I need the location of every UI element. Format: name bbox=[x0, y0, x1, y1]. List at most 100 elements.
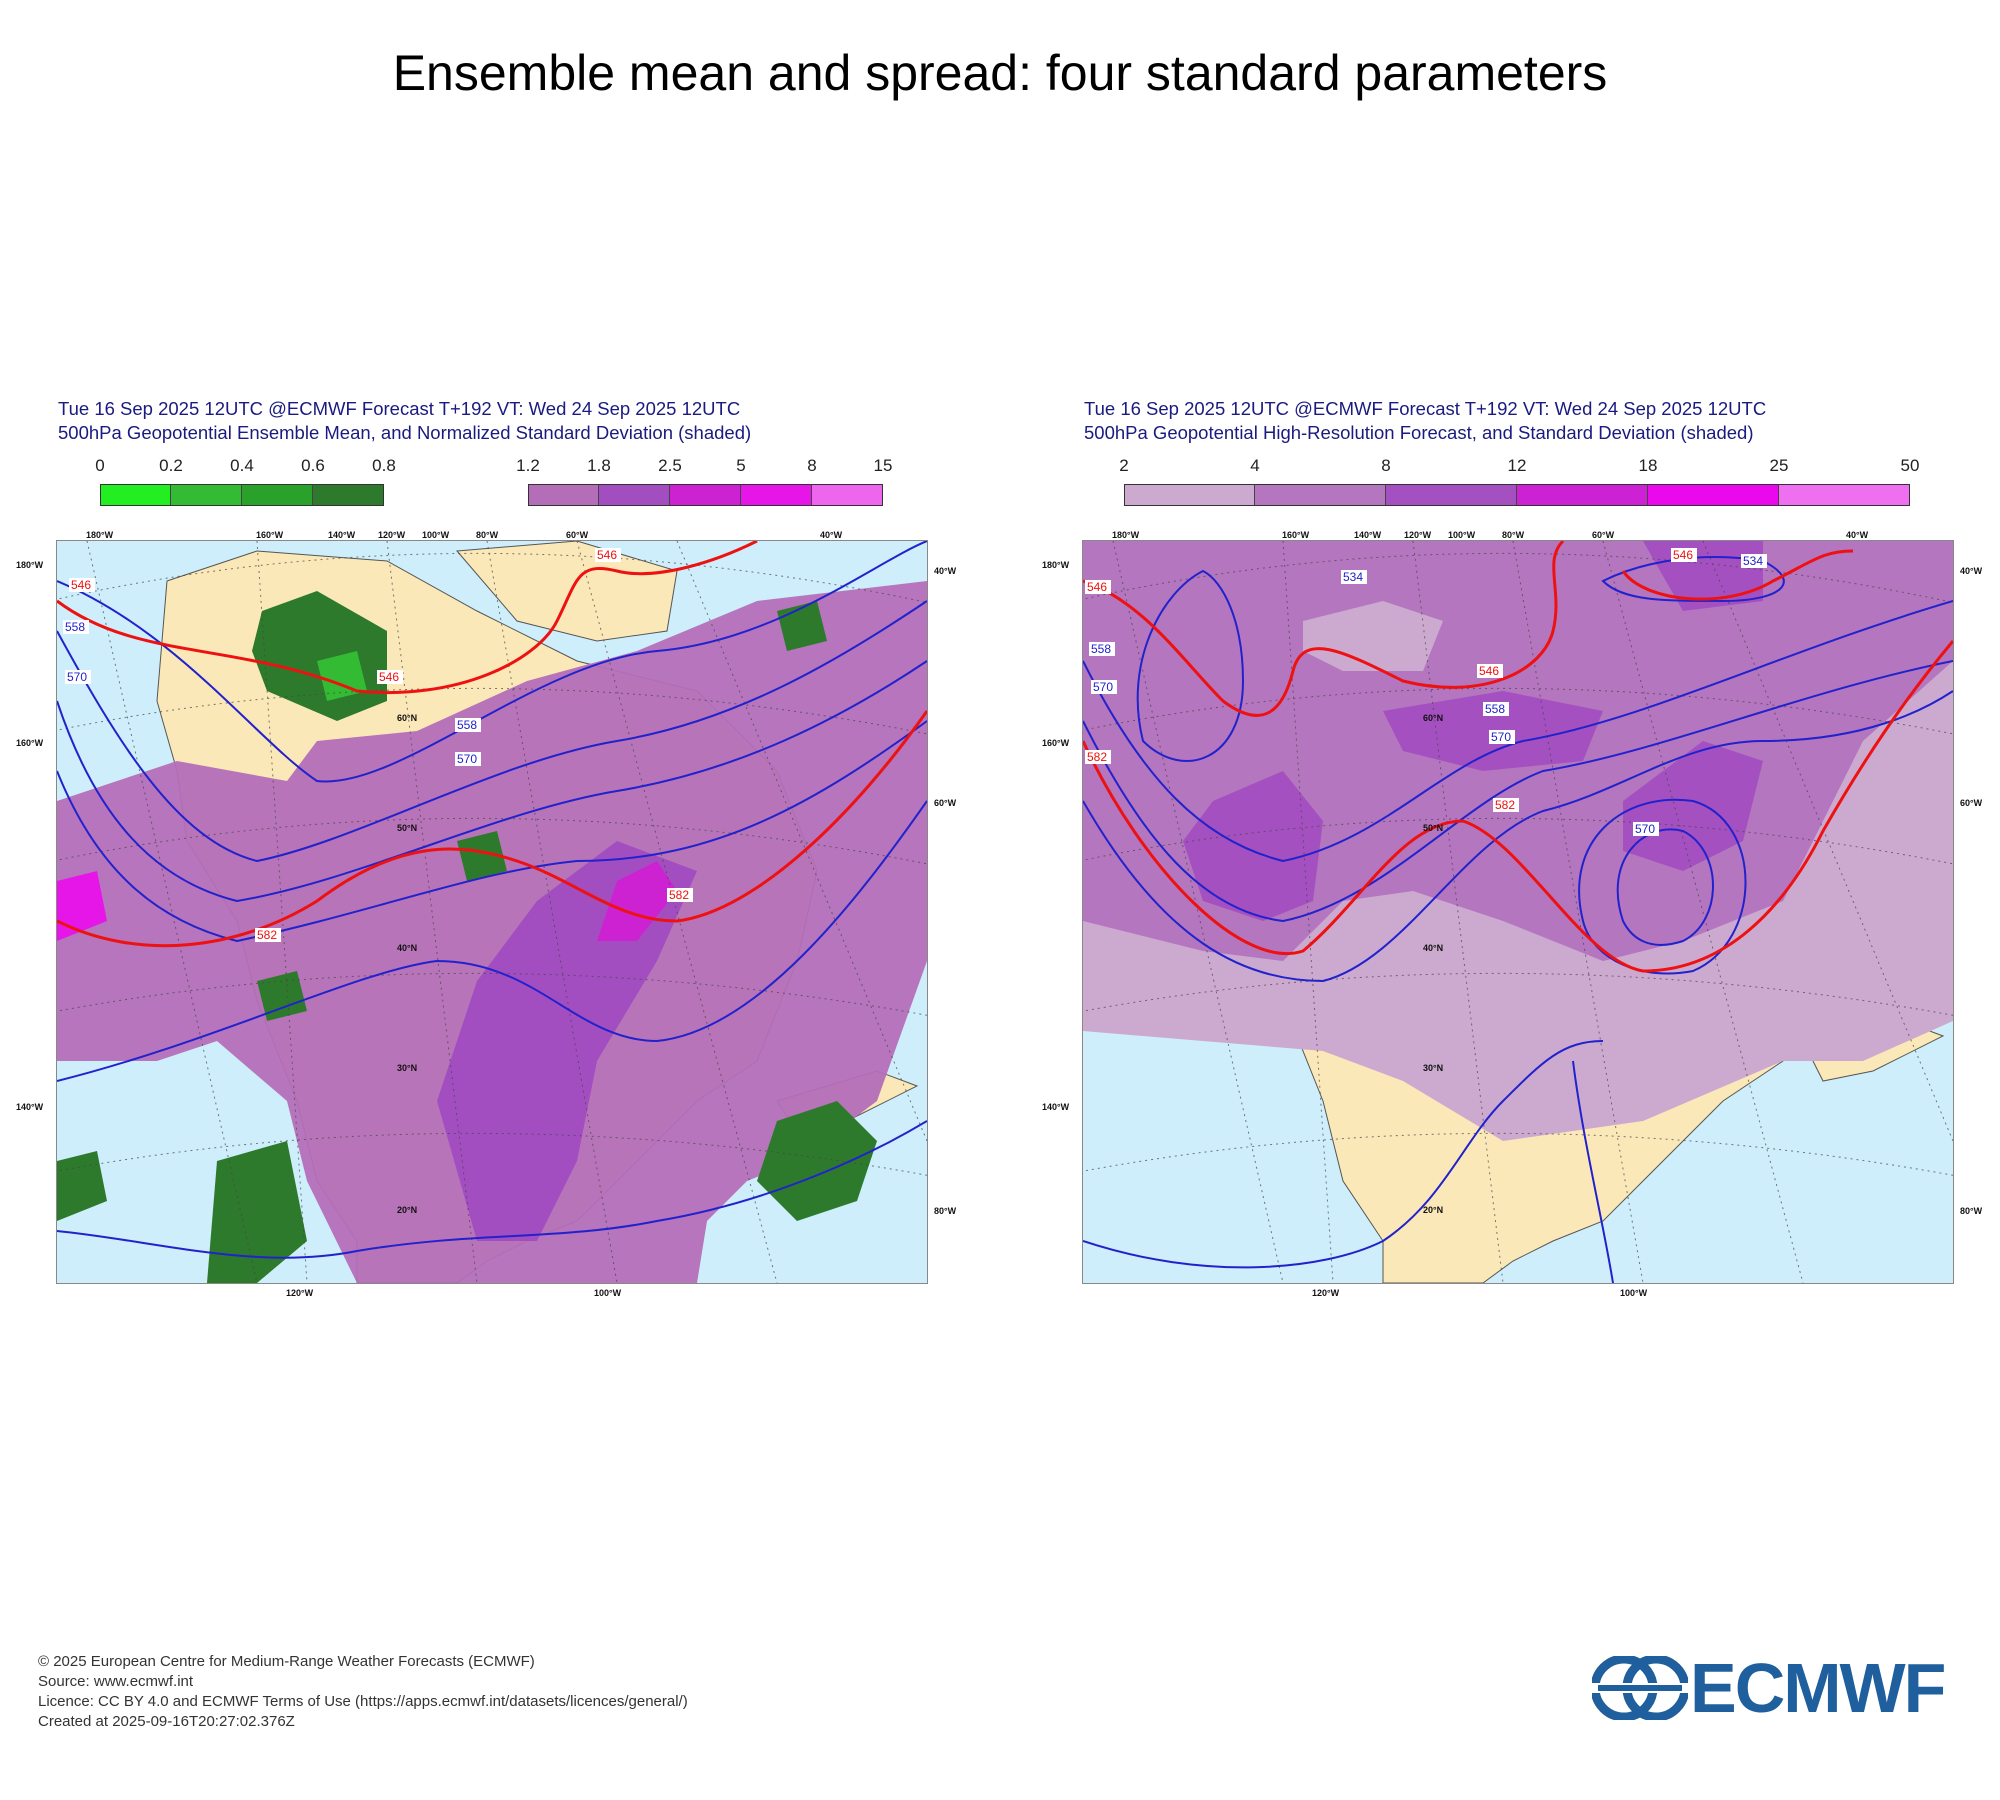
colorbar-tick: 5 bbox=[736, 456, 746, 475]
ecmwf-logo-icon bbox=[1592, 1656, 1688, 1720]
colorbar-tick: 8 bbox=[807, 456, 817, 475]
contour-label: 534 bbox=[1341, 570, 1367, 584]
contour-label: 582 bbox=[1493, 798, 1519, 812]
svg-text:558: 558 bbox=[1485, 702, 1505, 716]
lon-label: 60°W bbox=[566, 530, 589, 540]
contour-label: 558 bbox=[455, 718, 481, 732]
ecmwf-logo-text: ECMWF bbox=[1690, 1649, 1946, 1727]
colorbar-tick: 0.2 bbox=[159, 456, 183, 475]
panel-title-line2: 500hPa Geopotential Ensemble Mean, and N… bbox=[58, 422, 752, 443]
colorbar-tick: 1.2 bbox=[516, 456, 540, 475]
svg-text:570: 570 bbox=[1635, 822, 1655, 836]
lon-label: 120°W bbox=[1404, 530, 1432, 540]
spread-shade bbox=[57, 581, 927, 1283]
colorbar-swatch bbox=[1124, 484, 1255, 506]
contour-label: 546 bbox=[1085, 580, 1111, 594]
lat-label: 30°N bbox=[1423, 1063, 1443, 1073]
lon-label: 180°W bbox=[1112, 530, 1140, 540]
lon-label: 160°W bbox=[1042, 738, 1070, 748]
contour-label: 582 bbox=[255, 928, 281, 942]
footer-created: Created at 2025-09-16T20:27:02.376Z bbox=[38, 1713, 295, 1730]
contour-label: 570 bbox=[65, 670, 91, 684]
contour-label: 582 bbox=[667, 888, 693, 902]
colorbar-tick: 2 bbox=[1119, 456, 1129, 475]
spread-shade bbox=[597, 861, 677, 941]
svg-text:534: 534 bbox=[1343, 570, 1363, 584]
panel-high-resolution: Tue 16 Sep 2025 12UTC @ECMWF Forecast T+… bbox=[1042, 396, 1983, 1298]
spread-shade bbox=[757, 1101, 877, 1221]
colorbar-tick: 12 bbox=[1507, 456, 1527, 475]
ecmwf-logo: ECMWF bbox=[1592, 1649, 1964, 1727]
footer-licence: Licence: CC BY 4.0 and ECMWF Terms of Us… bbox=[38, 1693, 688, 1710]
lon-label: 180°W bbox=[86, 530, 114, 540]
svg-text:534: 534 bbox=[1743, 554, 1763, 568]
map-high-resolution: 534 534 546 546 546 558 558 570 570 570 … bbox=[1082, 540, 1954, 1284]
colorbar-swatch bbox=[242, 484, 313, 506]
colorbar-swatch bbox=[1255, 484, 1386, 506]
lat-label: 40°N bbox=[1423, 943, 1443, 953]
spread-shade bbox=[457, 831, 507, 881]
panel-ensemble-mean: Tue 16 Sep 2025 12UTC @ECMWF Forecast T+… bbox=[16, 396, 957, 1298]
colorbar-swatch bbox=[812, 484, 883, 506]
svg-text:582: 582 bbox=[669, 888, 689, 902]
contour-label: 546 bbox=[69, 578, 95, 592]
contour-label: 570 bbox=[1091, 680, 1117, 694]
page-title: Ensemble mean and spread: four standard … bbox=[392, 45, 1608, 101]
contour-label: 546 bbox=[1477, 664, 1503, 678]
lon-label: 180°W bbox=[1042, 560, 1070, 570]
lon-label: 80°W bbox=[1502, 530, 1525, 540]
lon-label: 140°W bbox=[16, 1102, 44, 1112]
lon-label: 140°W bbox=[1042, 1102, 1070, 1112]
lon-label: 140°W bbox=[328, 530, 356, 540]
svg-text:546: 546 bbox=[1479, 664, 1499, 678]
spread-shade bbox=[257, 971, 307, 1021]
lon-label: 160°W bbox=[16, 738, 44, 748]
colorbar-tick: 15 bbox=[873, 456, 893, 475]
lon-label: 120°W bbox=[1312, 1288, 1340, 1298]
contour-label: 534 bbox=[1741, 554, 1767, 568]
contour-label: 546 bbox=[377, 670, 403, 684]
colorbar-swatch bbox=[670, 484, 741, 506]
lat-label: 60°N bbox=[397, 713, 417, 723]
lat-label: 60°N bbox=[1423, 713, 1443, 723]
svg-text:582: 582 bbox=[1087, 750, 1107, 764]
svg-text:558: 558 bbox=[1091, 642, 1111, 656]
lon-label: 40°W bbox=[1960, 566, 1983, 576]
map-ensemble-mean: 546 546 546 558 558 570 570 582 582 60°N… bbox=[56, 540, 928, 1284]
colorbar-tick: 4 bbox=[1250, 456, 1260, 475]
svg-text:546: 546 bbox=[597, 548, 617, 562]
lon-label: 100°W bbox=[1448, 530, 1476, 540]
colorbar-tick: 50 bbox=[1900, 456, 1920, 475]
colorbar-swatch bbox=[313, 484, 384, 506]
contour-label: 558 bbox=[1483, 702, 1509, 716]
colorbar-tick: 8 bbox=[1381, 456, 1391, 475]
footer-source: Source: www.ecmwf.int bbox=[38, 1673, 194, 1690]
lat-label: 20°N bbox=[397, 1205, 417, 1215]
lon-label: 100°W bbox=[422, 530, 450, 540]
lon-label: 80°W bbox=[934, 1206, 957, 1216]
lon-label: 160°W bbox=[256, 530, 284, 540]
svg-text:558: 558 bbox=[457, 718, 477, 732]
footer-copyright: © 2025 European Centre for Medium-Range … bbox=[38, 1653, 535, 1670]
colorbar-swatch bbox=[1386, 484, 1517, 506]
svg-text:582: 582 bbox=[1495, 798, 1515, 812]
colorbar-tick: 0.4 bbox=[230, 456, 254, 475]
svg-text:582: 582 bbox=[257, 928, 277, 942]
spread-shade bbox=[207, 1141, 307, 1283]
lon-label: 40°W bbox=[934, 566, 957, 576]
svg-text:546: 546 bbox=[1673, 548, 1693, 562]
colorbar-swatch bbox=[1517, 484, 1648, 506]
svg-text:570: 570 bbox=[67, 670, 87, 684]
lon-label: 40°W bbox=[1846, 530, 1869, 540]
lon-label: 80°W bbox=[1960, 1206, 1983, 1216]
lon-label: 100°W bbox=[1620, 1288, 1648, 1298]
contour-label: 558 bbox=[63, 620, 89, 634]
contour-label: 558 bbox=[1089, 642, 1115, 656]
contour-label: 570 bbox=[455, 752, 481, 766]
colorbar-swatch bbox=[599, 484, 670, 506]
lon-label: 60°W bbox=[934, 798, 957, 808]
colorbar-tick: 0.6 bbox=[301, 456, 325, 475]
spread-shade bbox=[57, 871, 107, 941]
svg-text:546: 546 bbox=[1087, 580, 1107, 594]
lon-label: 140°W bbox=[1354, 530, 1382, 540]
